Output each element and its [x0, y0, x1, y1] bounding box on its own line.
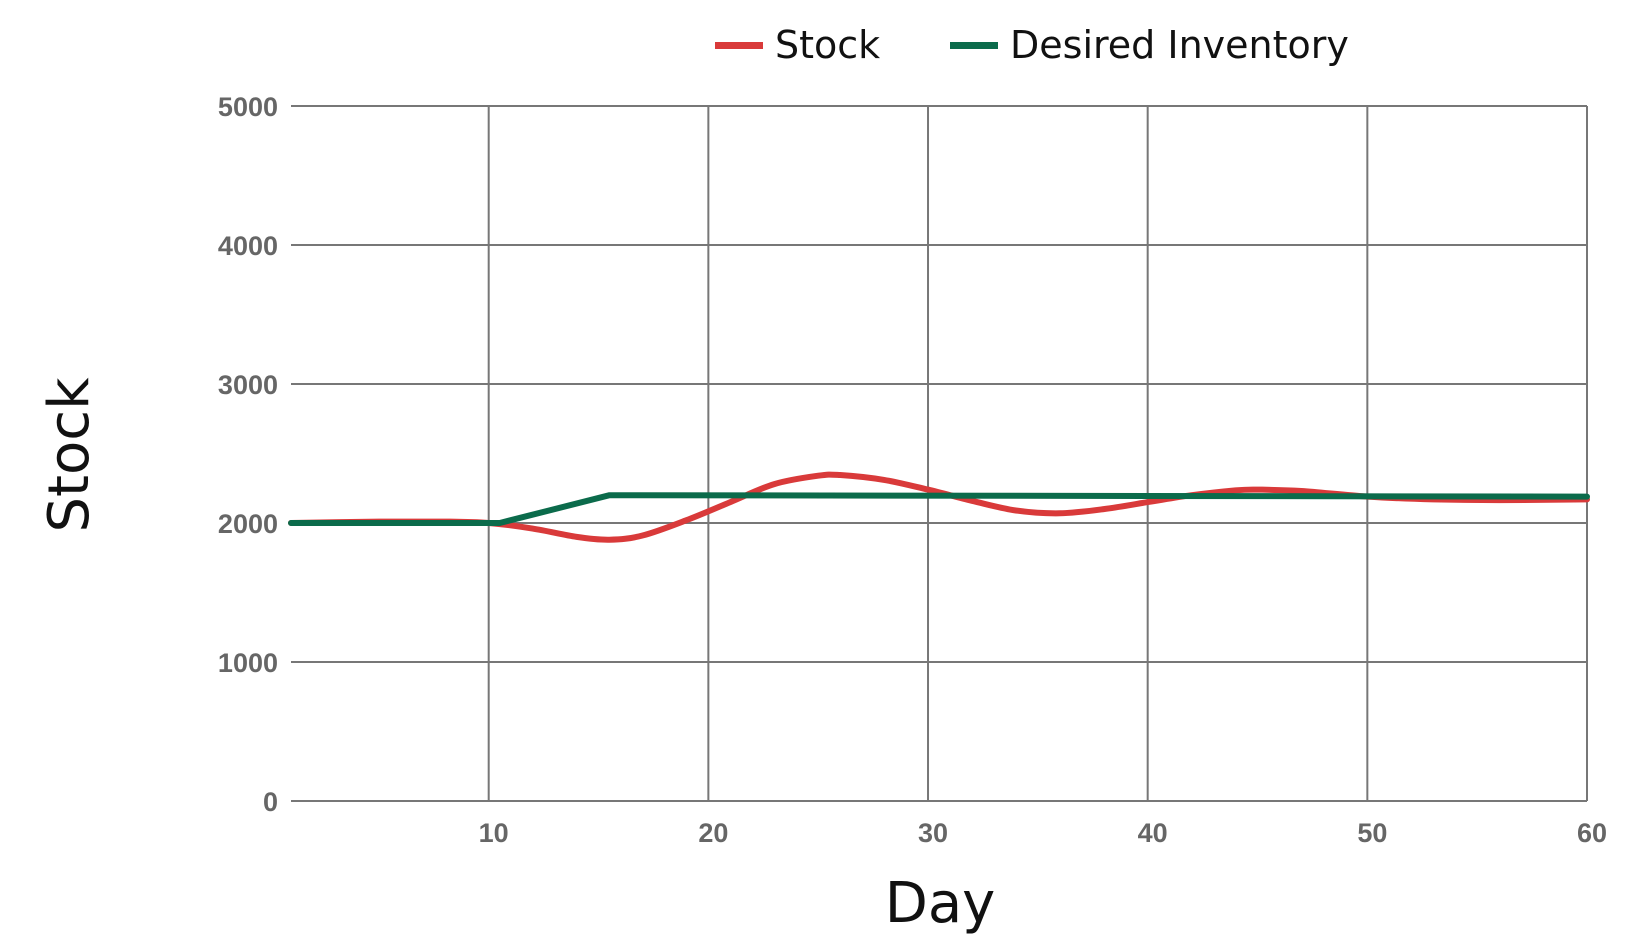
x-tick-label: 50 [1357, 818, 1387, 848]
y-tick-label: 1000 [218, 648, 278, 678]
series-lines [288, 471, 1590, 543]
y-tick-label: 0 [263, 787, 278, 817]
x-tick-label: 30 [918, 818, 948, 848]
grid [291, 105, 1588, 802]
legend-label-stock: Stock [775, 23, 880, 67]
tick-labels: 0 1000 2000 3000 4000 5000 10 20 30 40 50 60 [218, 92, 1607, 848]
x-tick-label: 60 [1577, 818, 1607, 848]
x-tick-label: 10 [479, 818, 509, 848]
y-tick-label: 5000 [218, 92, 278, 122]
y-axis-title: Stock [37, 377, 102, 533]
legend-label-desired-inventory: Desired Inventory [1010, 23, 1349, 67]
legend-swatch-desired-inventory [950, 42, 998, 49]
y-tick-label: 2000 [218, 509, 278, 539]
legend: Stock Desired Inventory [715, 23, 1349, 67]
y-tick-label: 3000 [218, 370, 278, 400]
x-axis-title: Day [885, 871, 996, 936]
series-line-desired-inventory [288, 492, 1590, 526]
series-line-stock [288, 471, 1590, 543]
legend-swatch-stock [715, 42, 763, 49]
y-tick-label: 4000 [218, 231, 278, 261]
x-tick-label: 20 [698, 818, 728, 848]
x-tick-label: 40 [1138, 818, 1168, 848]
